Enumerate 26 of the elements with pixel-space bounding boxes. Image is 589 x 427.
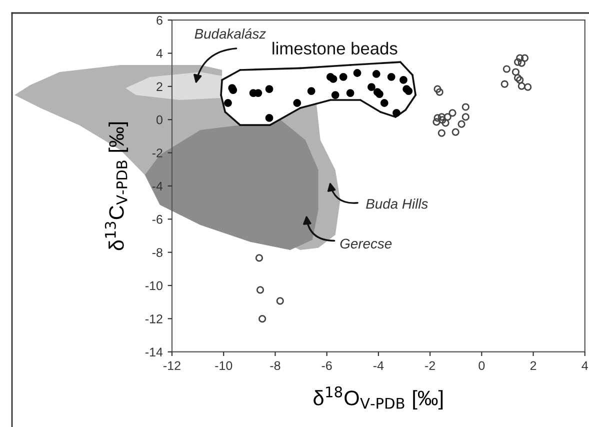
x-axis-title: δ$^{18}$O$_{V-PDB}$ [‰] xyxy=(314,386,443,410)
y-tick-label: -4 xyxy=(152,182,163,190)
y-tick-label: -8 xyxy=(152,248,162,257)
annotation: Gerecse xyxy=(340,238,392,249)
x-tick-label: -10 xyxy=(215,361,232,370)
y-tick-label: 2 xyxy=(156,82,162,91)
x-tick-label: 2 xyxy=(530,361,536,370)
annotation: Buda Hills xyxy=(366,198,428,209)
annotation: limestone beads xyxy=(272,42,398,55)
y-tick-label: -6 xyxy=(152,214,162,224)
y-tick-label: -10 xyxy=(145,281,162,290)
x-tick-label: 0 xyxy=(478,361,485,370)
y-tick-label: 6 xyxy=(156,16,162,25)
x-tick-label: -4 xyxy=(373,361,384,370)
y-tick-label: -12 xyxy=(145,314,162,324)
x-tick-label: -12 xyxy=(164,361,180,370)
y-tick-label: 4 xyxy=(156,49,163,58)
y-tick-label: 0 xyxy=(156,115,162,124)
x-tick-label: -2 xyxy=(425,361,435,370)
x-tick-label: -8 xyxy=(270,361,280,370)
y-tick-label: -14 xyxy=(145,348,163,356)
y-tick-label: -2 xyxy=(152,148,162,158)
x-tick-label: 4 xyxy=(582,361,588,370)
annotation: Budakalász xyxy=(194,28,266,39)
y-axis-title: δ$^{13}$C$_{V-PDB}$ [‰] xyxy=(104,122,128,250)
x-tick-label: -6 xyxy=(322,361,332,370)
